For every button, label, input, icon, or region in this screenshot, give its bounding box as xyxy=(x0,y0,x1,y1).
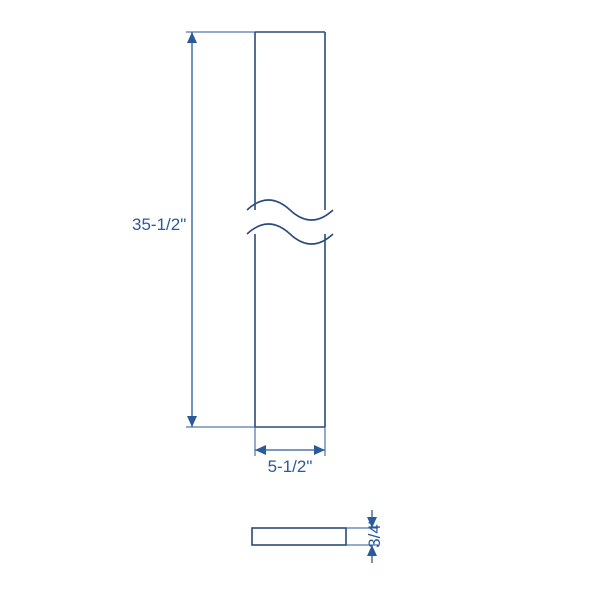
thickness-dimension-label: 3/4" xyxy=(365,518,384,548)
width-dimension-label: 5-1/2" xyxy=(268,457,313,476)
height-dimension-label: 35-1/2" xyxy=(132,215,186,234)
